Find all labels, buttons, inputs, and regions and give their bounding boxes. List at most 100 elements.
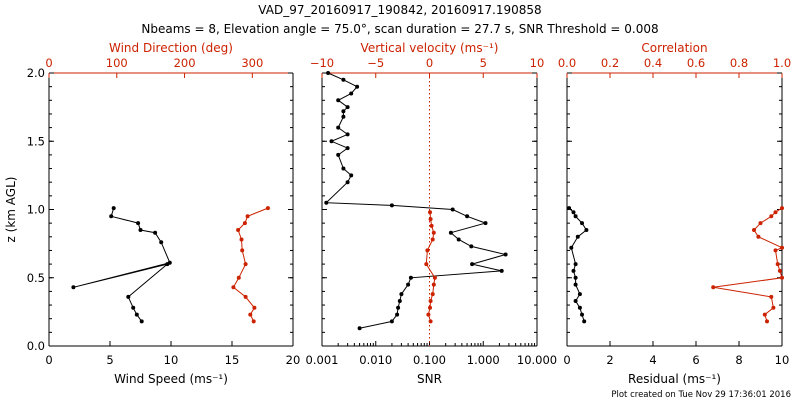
resid-xtick-bottom-label: 10 bbox=[775, 353, 790, 367]
snr-series-0-point bbox=[465, 214, 470, 219]
snr-series-0-point bbox=[336, 125, 341, 130]
wind-series-1-line bbox=[232, 207, 269, 322]
snr-series-1-point bbox=[424, 262, 429, 267]
wind-series-0-point bbox=[167, 260, 172, 265]
wind-series-1-point bbox=[245, 214, 250, 219]
snr-xtick-top-label: 0 bbox=[426, 56, 433, 70]
wind-series-0-point bbox=[126, 294, 131, 299]
wind-series-0-point bbox=[71, 285, 76, 290]
ytick-label: 0.0 bbox=[27, 339, 45, 353]
resid-series-0-point bbox=[573, 282, 578, 287]
snr-series-0-point bbox=[389, 319, 394, 324]
wind-xtick-bottom-label: 0 bbox=[45, 353, 52, 367]
snr-xtick-bottom-label: 0.001 bbox=[306, 353, 339, 367]
resid-series-0-line bbox=[568, 207, 588, 322]
resid-series-1-point bbox=[756, 234, 761, 239]
wind-xtick-top-label: 200 bbox=[174, 56, 196, 70]
snr-series-1-line bbox=[425, 212, 436, 322]
resid-xtick-bottom-label: 4 bbox=[649, 353, 656, 367]
snr-series-0-point bbox=[345, 132, 350, 137]
snr-series-1-point bbox=[432, 275, 437, 280]
wind-xtick-bottom-label: 15 bbox=[225, 353, 240, 367]
resid-series-0-point bbox=[567, 206, 572, 211]
snr-series-1-point bbox=[426, 312, 431, 317]
snr-series-0-point bbox=[448, 230, 453, 235]
wind-xtick-top-label: 0 bbox=[45, 56, 52, 70]
snr-series-0-point bbox=[324, 200, 329, 205]
resid-series-0-point bbox=[580, 221, 584, 226]
snr-xtick-bottom-label: 1.000 bbox=[467, 353, 500, 367]
resid-series-1-point bbox=[711, 285, 716, 290]
resid-series-1-point bbox=[780, 275, 784, 280]
wind-series-0-point bbox=[136, 221, 141, 226]
title-line-2: Nbeams = 8, Elevation angle = 75.0°, sca… bbox=[141, 22, 658, 36]
ytick-label: 1.0 bbox=[27, 203, 45, 217]
resid-series-0-point bbox=[580, 312, 584, 317]
wind-xtick-bottom-label: 5 bbox=[106, 353, 113, 367]
snr-series-1-point bbox=[428, 305, 432, 310]
resid-series-0-point bbox=[573, 299, 578, 303]
wind-series-0-line bbox=[73, 207, 171, 322]
resid-series-0-point bbox=[575, 234, 580, 239]
resid-series-0-point bbox=[582, 319, 587, 324]
snr-series-1-point bbox=[428, 210, 432, 215]
snr-xtick-top-label: −5 bbox=[367, 56, 384, 70]
wind-top-axis-title: Wind Direction (deg) bbox=[109, 41, 233, 55]
wind-xtick-bottom-label: 20 bbox=[286, 353, 301, 367]
snr-series-0-point bbox=[397, 299, 402, 303]
wind-bottom-axis-title: Wind Speed (ms⁻¹) bbox=[114, 372, 228, 386]
wind-series-0-point bbox=[134, 312, 139, 317]
resid-series-0-point bbox=[573, 214, 578, 219]
snr-series-0-point bbox=[406, 282, 411, 287]
resid-xtick-top-label: 0.6 bbox=[687, 56, 705, 70]
wind-series-0-point bbox=[109, 214, 114, 219]
snr-xtick-bottom-label: 0.010 bbox=[359, 353, 392, 367]
resid-series-1-line bbox=[713, 207, 784, 322]
wind-series-1-point bbox=[239, 237, 244, 242]
snr-series-1-point bbox=[428, 319, 433, 324]
snr-series-0-point bbox=[399, 292, 404, 297]
resid-xtick-top-label: 0.0 bbox=[558, 56, 576, 70]
resid-series-1-point bbox=[771, 305, 776, 310]
resid-xtick-top-label: 0.8 bbox=[730, 56, 748, 70]
snr-series-0-point bbox=[336, 98, 341, 103]
resid-series-0-point bbox=[569, 245, 574, 250]
snr-series-0-line bbox=[325, 72, 508, 329]
plot-created-footer: Plot created on Tue Nov 29 17:36:01 2016 bbox=[611, 390, 791, 400]
wind-xtick-bottom-label: 10 bbox=[164, 353, 179, 367]
wind-series-1-point bbox=[231, 285, 236, 290]
resid-series-1-point bbox=[780, 245, 784, 250]
resid-series-1-point bbox=[777, 268, 782, 273]
resid-series-1-point bbox=[765, 319, 769, 324]
resid-series-1-point bbox=[773, 248, 778, 253]
resid-series-0-point bbox=[573, 262, 578, 267]
title-line-1: VAD_97_20160917_190842, 20160917.190858 bbox=[258, 3, 541, 17]
resid-series-1-point bbox=[773, 210, 778, 215]
snr-series-0-point bbox=[503, 252, 508, 257]
resid-series-0-point bbox=[571, 268, 576, 273]
resid-xtick-top-label: 1.0 bbox=[773, 56, 791, 70]
snr-series-0-point bbox=[341, 114, 346, 119]
snr-series-1-point bbox=[431, 230, 436, 235]
snr-series-0-point bbox=[408, 275, 413, 280]
ytick-label: 2.0 bbox=[27, 66, 45, 80]
wind-series-0-point bbox=[159, 240, 164, 245]
resid-series-1-point bbox=[769, 294, 774, 299]
resid-xtick-bottom-label: 6 bbox=[692, 353, 699, 367]
resid-xtick-top-label: 0.4 bbox=[644, 56, 662, 70]
snr-xtick-top-label: −10 bbox=[310, 56, 334, 70]
wind-xtick-top-label: 100 bbox=[106, 56, 128, 70]
snr-series-0-point bbox=[456, 237, 461, 242]
snr-series-1-point bbox=[430, 237, 435, 242]
wind-series-1-point bbox=[248, 312, 253, 317]
resid-xtick-bottom-label: 0 bbox=[563, 353, 570, 367]
wind-series-0-point bbox=[111, 206, 116, 211]
ytick-label: 1.5 bbox=[27, 134, 45, 148]
wind-series-1-point bbox=[265, 206, 270, 211]
snr-series-1-point bbox=[430, 292, 435, 297]
snr-series-1-point bbox=[431, 282, 436, 287]
snr-xtick-top-label: 5 bbox=[480, 56, 487, 70]
snr-xtick-bottom-label: 0.100 bbox=[413, 353, 446, 367]
resid-xtick-bottom-label: 8 bbox=[735, 353, 742, 367]
